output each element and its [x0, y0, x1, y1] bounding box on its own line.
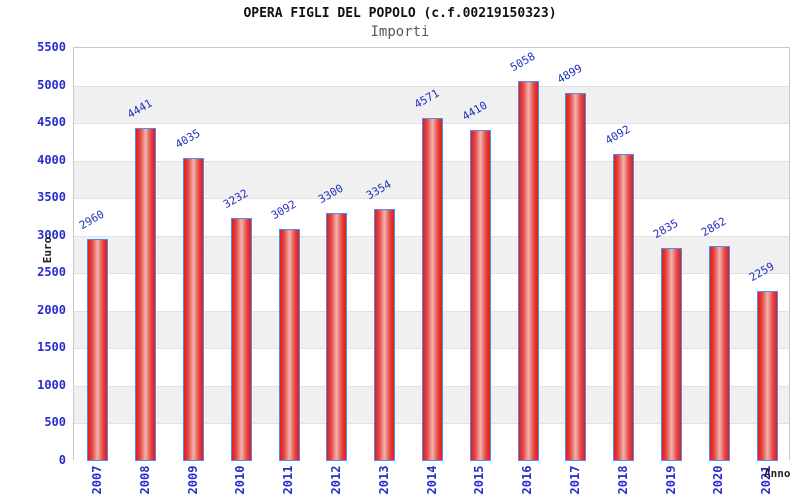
x-tick-label: 2009	[185, 465, 200, 495]
x-tick-label: 2016	[520, 465, 535, 495]
y-tick-label: 5000	[37, 77, 66, 92]
bar-2012	[326, 213, 348, 461]
y-tick-label: 3000	[37, 227, 66, 242]
bar-2007	[87, 238, 109, 461]
chart-subtitle: Importi	[370, 24, 430, 40]
chart-title: OPERA FIGLI DEL POPOLO (c.f.00219150323)	[243, 6, 557, 21]
y-tick-label: 5500	[37, 40, 66, 54]
bar-2021	[756, 291, 778, 461]
bar-2011	[278, 228, 300, 461]
y-tick-label: 500	[44, 415, 66, 430]
bar-2009	[183, 158, 204, 461]
x-tick-label: 2010	[233, 465, 248, 495]
y-tick-label: 2000	[37, 302, 66, 317]
x-tick-label: 2012	[328, 465, 343, 495]
y-tick-label: 4000	[37, 152, 66, 167]
bar-2010	[230, 218, 252, 461]
x-tick-label: 2017	[567, 465, 582, 495]
y-tick-label: 1000	[37, 377, 66, 392]
grid-band	[74, 48, 789, 86]
x-axis-title: Anno	[764, 467, 791, 480]
y-tick-label: 3500	[37, 190, 66, 205]
bar-2016	[517, 81, 539, 461]
x-tick-label: 2011	[281, 465, 296, 495]
x-tick-label: 2007	[89, 465, 104, 495]
plot-area: 2960 4441 4035 3232 3092 3300 3354 4571 4410 5058…	[73, 47, 790, 461]
y-tick-label: 1500	[37, 340, 66, 355]
bar-2008	[135, 127, 157, 461]
bar-2018	[613, 153, 635, 461]
bar-2017	[565, 93, 587, 461]
x-tick-label: 2020	[711, 465, 726, 495]
bar-2020	[708, 246, 730, 461]
x-tick-label: 2015	[472, 465, 487, 495]
x-tick-label: 2018	[615, 465, 630, 495]
x-tick-label: 2014	[424, 465, 439, 495]
x-tick-label: 2008	[137, 465, 152, 495]
bar-2014	[422, 117, 443, 461]
bar-2015	[469, 129, 491, 461]
y-tick-label: 2500	[37, 265, 66, 280]
y-axis-title: Euro	[41, 236, 54, 264]
x-tick-label: 2019	[663, 465, 678, 495]
bar-2013	[374, 209, 396, 461]
y-tick-label: 4500	[37, 115, 66, 130]
x-tick-label: 2013	[376, 465, 391, 495]
grid-band	[74, 85, 789, 124]
bar-2019	[661, 248, 682, 461]
y-tick-label: 0	[58, 453, 66, 467]
